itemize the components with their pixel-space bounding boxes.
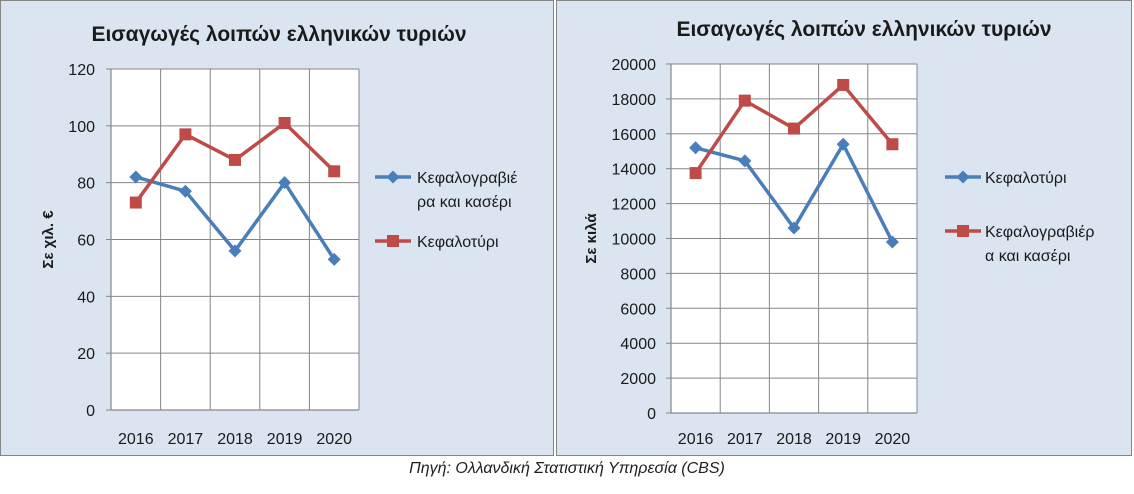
legend-label: Κεφαλογραβιέ: [417, 170, 517, 187]
chart-title: Εισαγωγές λοιπών ελληνικών τυριών: [676, 18, 1051, 41]
chart-title: Εισαγωγές λοιπών ελληνικών τυριών: [91, 23, 466, 46]
y-tick-label: 6000: [620, 301, 656, 318]
y-tick-label: 20: [77, 346, 95, 363]
data-point-diamond: [327, 252, 341, 266]
chart-left-svg: Εισαγωγές λοιπών ελληνικών τυριών 0 20 40 60…: [40, 23, 517, 448]
legend-label: ρα και κασέρι: [417, 194, 512, 211]
data-point-diamond: [738, 154, 752, 168]
y-tick-label: 4000: [620, 336, 656, 353]
y-tick-label: 8000: [620, 266, 656, 283]
legend-label: Κεφαλοτύρι: [417, 234, 499, 251]
x-tick-label: 2020: [316, 431, 352, 448]
data-point-square: [278, 116, 291, 129]
x-tick-label: 2017: [168, 431, 204, 448]
legend-marker-square: [957, 225, 969, 237]
y-axis-label: Σε χιλ. €: [40, 210, 57, 269]
y-axis-label: Σε κιλά: [583, 213, 600, 264]
chart-panel-right: Εισαγωγές λοιπών ελληνικών τυριών 0 2000 40…: [556, 0, 1132, 456]
y-tick-label: 60: [77, 233, 95, 250]
data-point-diamond: [689, 141, 703, 155]
data-point-diamond: [129, 170, 143, 184]
data-point-square: [129, 196, 142, 209]
y-tick-label: 0: [647, 406, 656, 423]
data-point-diamond: [178, 184, 192, 198]
chart-right-svg: Εισαγωγές λοιπών ελληνικών τυριών 0 2000 40…: [583, 18, 1094, 448]
data-point-square: [328, 165, 341, 178]
x-tick-label: 2018: [217, 431, 253, 448]
y-tick-label: 0: [86, 403, 95, 420]
legend-marker-diamond: [386, 170, 400, 184]
data-point-diamond: [885, 235, 899, 249]
y-tick-label: 14000: [612, 162, 657, 179]
source-caption: Πηγή: Ολλανδική Στατιστική Υπηρεσία (CBS…: [409, 460, 725, 477]
data-point-square: [738, 94, 751, 107]
x-tick-label: 2017: [727, 431, 763, 448]
data-point-square: [886, 138, 899, 151]
legend-marker-diamond: [956, 170, 970, 184]
x-tick-label: 2018: [776, 431, 812, 448]
data-point-diamond: [278, 176, 292, 190]
y-tick-label: 100: [68, 119, 95, 136]
y-tick-label: 80: [77, 176, 95, 193]
legend-marker-square: [387, 235, 399, 247]
y-tick-label: 18000: [612, 92, 657, 109]
y-tick-label: 20000: [612, 57, 657, 74]
chart-panel-left: Εισαγωγές λοιπών ελληνικών τυριών 0 20 40 60…: [0, 0, 554, 456]
data-point-square: [179, 128, 192, 141]
data-point-diamond: [787, 221, 801, 235]
y-tick-label: 12000: [612, 197, 657, 214]
x-tick-label: 2019: [825, 431, 861, 448]
y-tick-label: 120: [68, 62, 95, 79]
x-tick-label: 2020: [875, 431, 911, 448]
x-tick-label: 2016: [678, 431, 714, 448]
data-point-diamond: [228, 244, 242, 258]
y-tick-label: 10000: [612, 232, 657, 249]
data-point-diamond: [836, 137, 850, 151]
data-point-square: [788, 122, 800, 135]
data-point-square: [689, 167, 702, 180]
legend-label: Κεφαλοτύρι: [985, 170, 1067, 187]
legend-label: Κεφαλογραβιέρ: [985, 224, 1094, 241]
data-point-square: [837, 78, 850, 91]
y-tick-label: 2000: [620, 371, 656, 388]
y-tick-label: 16000: [612, 127, 657, 144]
x-tick-label: 2019: [267, 431, 303, 448]
x-tick-label: 2016: [118, 431, 154, 448]
data-point-square: [229, 153, 241, 166]
y-tick-label: 40: [77, 289, 95, 306]
legend-label: α και κασέρι: [985, 248, 1071, 265]
